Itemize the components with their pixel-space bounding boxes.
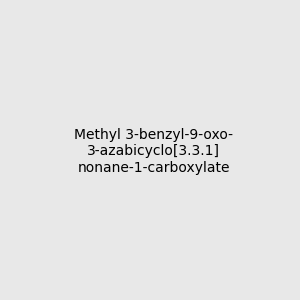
Text: Methyl 3-benzyl-9-oxo-
3-azabicyclo[3.3.1]
nonane-1-carboxylate: Methyl 3-benzyl-9-oxo- 3-azabicyclo[3.3.… <box>74 128 233 175</box>
